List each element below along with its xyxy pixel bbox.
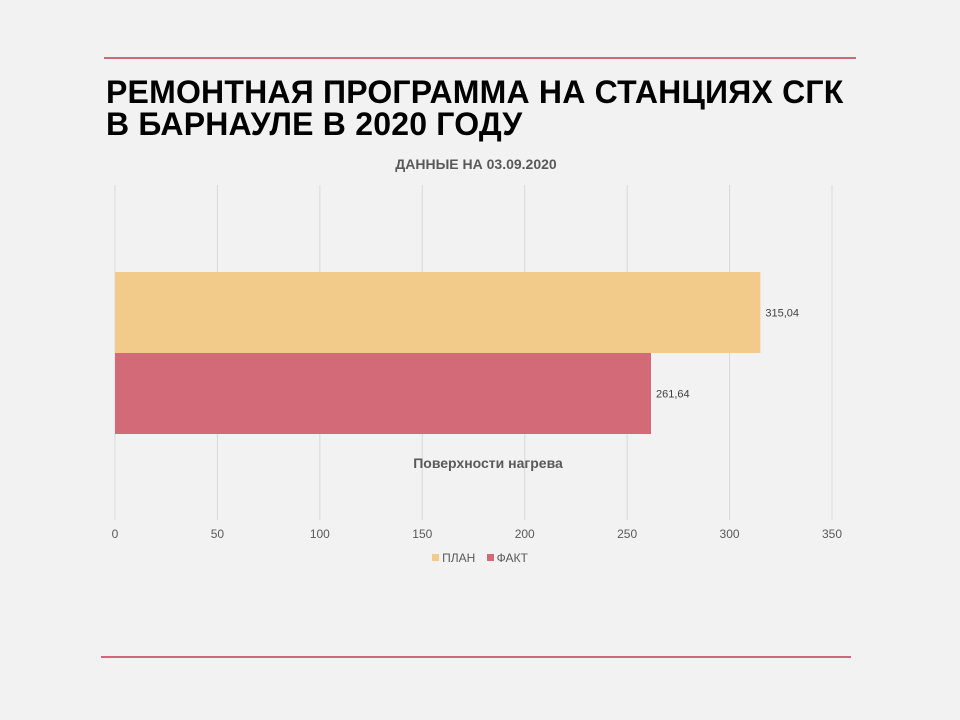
legend-swatch-plan (432, 554, 440, 561)
x-tick-label: 200 (515, 527, 535, 541)
x-tick-label: 300 (720, 527, 740, 541)
bar-plan (115, 272, 761, 353)
legend-label-fact: ФАКТ (496, 550, 528, 565)
chart-legend: ПЛАН ФАКТ (0, 550, 960, 565)
x-tick-label: 350 (822, 527, 842, 541)
legend-swatch-fact (486, 554, 494, 561)
title-line-2: В БАРНАУЛЕ В 2020 ГОДУ (106, 106, 523, 142)
legend-item-plan: ПЛАН (432, 551, 475, 565)
x-tick-label: 0 (112, 527, 119, 541)
legend-item-fact: ФАКТ (486, 550, 528, 565)
x-tick-label: 50 (211, 527, 225, 541)
x-tick-label: 150 (412, 527, 432, 541)
title-line-1: РЕМОНТНАЯ ПРОГРАММА НА СТАНЦИЯХ СГК (106, 74, 844, 110)
bottom-divider (101, 656, 851, 658)
data-label-fact: 261,64 (656, 389, 690, 401)
data-label-plan: 315,04 (765, 308, 799, 320)
x-tick-label: 250 (617, 527, 637, 541)
page-title: РЕМОНТНАЯ ПРОГРАММА НА СТАНЦИЯХ СГК В БА… (106, 76, 906, 140)
chart-title: ДАННЫЕ НА 03.09.2020 (395, 156, 557, 172)
bar-fact (115, 353, 651, 434)
legend-label-plan: ПЛАН (442, 550, 476, 565)
top-divider (104, 57, 856, 59)
x-tick-label: 100 (310, 527, 330, 541)
category-label: Поверхности нагрева (413, 455, 563, 471)
